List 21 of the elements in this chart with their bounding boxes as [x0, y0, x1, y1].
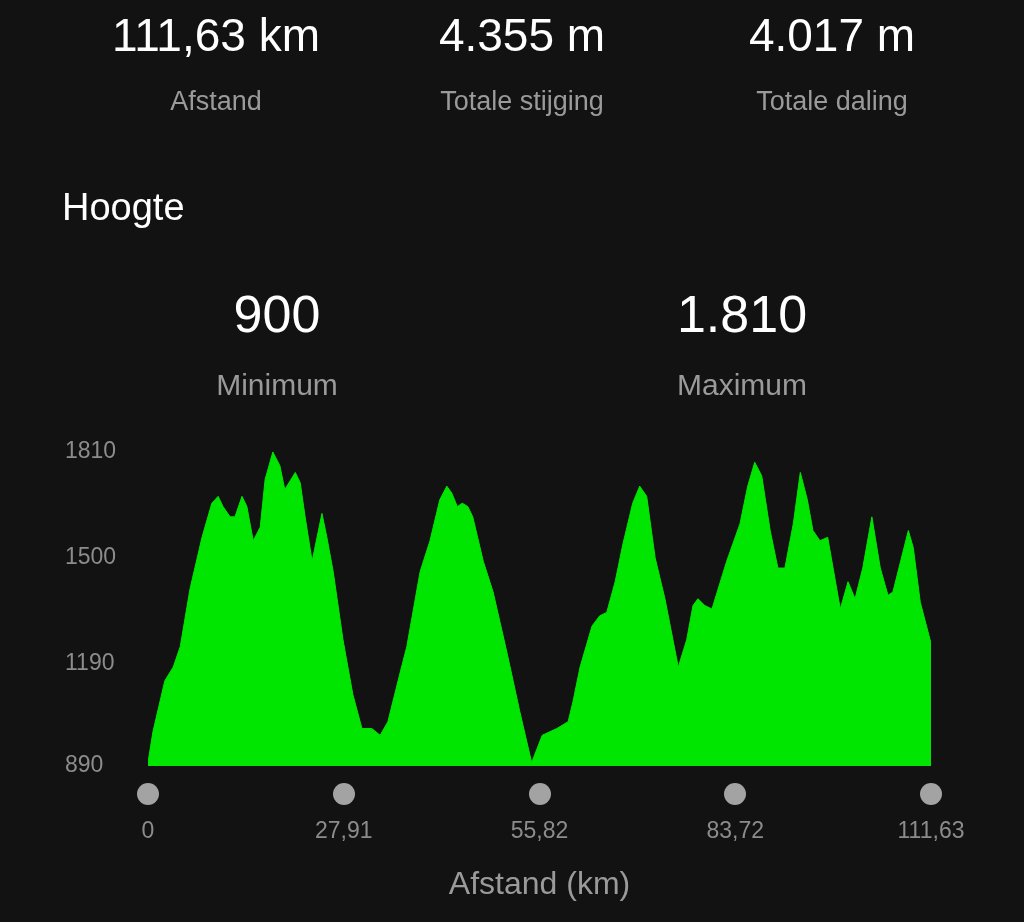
x-tick-label: 55,82 — [510, 817, 569, 844]
x-axis-title: Afstand (km) — [448, 864, 631, 901]
text: Minimum — [215, 368, 339, 402]
text: Maximum — [676, 368, 808, 402]
text: Afstand — [170, 86, 262, 116]
text: 4.355 m — [438, 9, 606, 61]
y-tick-label: 890 — [65, 751, 104, 778]
text: 4.017 m — [748, 9, 916, 61]
text: 111,63 km — [112, 9, 320, 61]
x-tick-label: 83,72 — [706, 817, 765, 844]
y-tick-label: 1500 — [65, 543, 117, 570]
y-tick-label: 1190 — [65, 648, 115, 675]
chart-title: Hoogte — [62, 186, 185, 229]
text: 1.810 — [675, 284, 809, 344]
x-tick-label: 111,63 — [897, 817, 965, 844]
x-tick-label: 0 — [141, 817, 155, 844]
y-tick-label: 1810 — [65, 437, 117, 464]
text: Totale daling — [756, 86, 908, 116]
x-tick-label: 27,91 — [314, 817, 373, 844]
text: Totale stijging — [440, 86, 604, 116]
text: 900 — [232, 284, 322, 344]
